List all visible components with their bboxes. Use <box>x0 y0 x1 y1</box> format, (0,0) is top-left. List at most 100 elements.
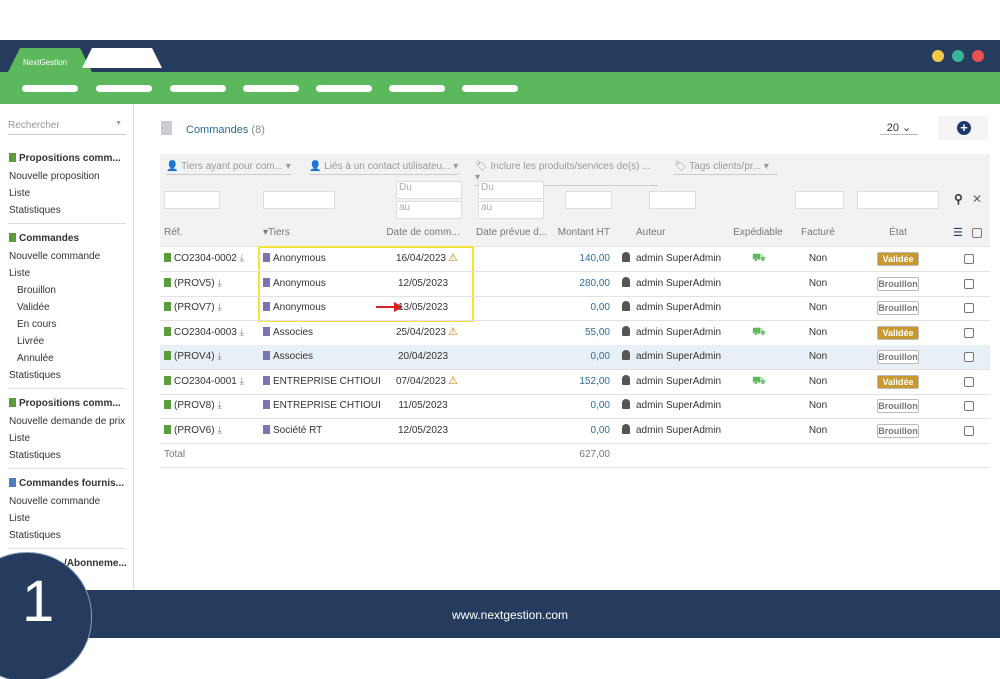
ref[interactable]: CO2304-0002 ⤓ <box>164 253 244 264</box>
filter-input[interactable] <box>164 191 220 209</box>
author[interactable]: admin SuperAdmin <box>636 277 722 289</box>
link[interactable]: Liste <box>9 513 31 524</box>
checkbox[interactable] <box>964 254 974 264</box>
link[interactable]: Livrée <box>17 336 45 347</box>
column-header[interactable]: Date prévue d... <box>476 227 548 238</box>
ref-text[interactable]: (PROV7) <box>174 302 215 313</box>
tiers[interactable]: ENTREPRISE CHTIOUI <box>263 375 381 387</box>
tiers-text[interactable]: Société RT <box>273 424 323 436</box>
tiers-text[interactable]: Associes <box>273 326 314 338</box>
ref-text[interactable]: (PROV8) <box>174 400 215 411</box>
link[interactable]: Statistiques <box>9 530 61 541</box>
ref-text[interactable]: (PROV5) <box>174 277 215 289</box>
date-input[interactable]: Du <box>478 181 544 199</box>
menu-item[interactable] <box>22 85 78 92</box>
tiers[interactable]: ENTREPRISE CHTIOUI <box>263 400 381 411</box>
author[interactable]: admin SuperAdmin <box>636 302 722 313</box>
checkbox[interactable] <box>964 425 974 436</box>
tiers-text[interactable]: Anonymous <box>273 253 326 264</box>
link[interactable]: Brouillon <box>17 285 56 296</box>
ref-text[interactable]: (PROV6) <box>174 424 215 436</box>
link[interactable]: Liste <box>9 268 31 279</box>
author[interactable]: admin SuperAdmin <box>636 424 722 436</box>
author[interactable]: admin SuperAdmin <box>636 253 722 264</box>
filter-select[interactable]: 🏷 Inclure les produits/services de(s) ..… <box>475 161 658 186</box>
link[interactable]: Statistiques <box>9 370 61 381</box>
menu-item[interactable] <box>389 85 445 92</box>
section-title[interactable]: Commandes <box>9 233 79 244</box>
column-header[interactable]: Facturé <box>801 227 835 238</box>
date-input[interactable]: Du <box>396 181 462 199</box>
ref[interactable]: CO2304-0001 ⤓ <box>164 375 244 387</box>
section-title[interactable]: Commandes fournis... <box>9 478 124 489</box>
tiers-text[interactable]: ENTREPRISE CHTIOUI <box>273 375 381 387</box>
filter-input[interactable] <box>649 191 696 209</box>
link[interactable]: Nouvelle demande de prix <box>9 416 126 427</box>
search[interactable]: Rechercher ▼ <box>8 120 126 135</box>
author[interactable]: admin SuperAdmin <box>636 400 722 411</box>
ref-text[interactable]: CO2304-0002 <box>174 253 237 264</box>
author[interactable]: admin SuperAdmin <box>636 326 722 338</box>
column-header[interactable]: ▾Tiers <box>263 227 290 238</box>
clear-button[interactable]: ✕ <box>972 192 983 206</box>
link[interactable]: Nouvelle proposition <box>9 171 100 182</box>
per-page[interactable]: 20 ⌄ <box>880 121 918 135</box>
checkbox[interactable] <box>972 228 982 238</box>
tiers[interactable]: Anonymous <box>263 277 326 289</box>
add-button[interactable]: + <box>938 116 988 140</box>
author[interactable]: admin SuperAdmin <box>636 351 722 362</box>
checkbox[interactable] <box>964 303 974 313</box>
column-header[interactable]: Réf. <box>164 227 183 238</box>
menu-item[interactable] <box>462 85 518 92</box>
filter-select[interactable] <box>857 191 939 209</box>
link[interactable]: Liste <box>9 188 31 199</box>
link[interactable]: Annulée <box>17 353 54 364</box>
date-input[interactable]: au <box>396 201 462 219</box>
link[interactable]: En cours <box>17 319 57 330</box>
filter-select[interactable]: 👤 Liés à un contact utilisateu... ▾ <box>309 161 459 175</box>
tiers[interactable]: Associes <box>263 351 313 362</box>
column-header[interactable]: Montant HT <box>557 227 610 238</box>
filter-input[interactable] <box>565 191 612 209</box>
column-header[interactable]: État <box>889 227 907 238</box>
menu-item[interactable] <box>96 85 152 92</box>
ref-text[interactable]: CO2304-0003 <box>174 326 237 338</box>
ref[interactable]: (PROV6) ⤓ <box>164 424 222 436</box>
column-header[interactable]: Date de comm... <box>386 227 460 238</box>
tiers-text[interactable]: ENTREPRISE CHTIOUI <box>273 400 381 411</box>
checkbox[interactable] <box>964 278 974 289</box>
author[interactable]: admin SuperAdmin <box>636 375 722 387</box>
ref[interactable]: (PROV8) ⤓ <box>164 400 222 411</box>
list-icon[interactable]: ☰ <box>953 227 963 239</box>
search-button[interactable]: ⚲ <box>954 192 963 206</box>
tiers[interactable]: Société RT <box>263 424 323 436</box>
ref-text[interactable]: CO2304-0001 <box>174 375 237 387</box>
ref[interactable]: (PROV7) ⤓ <box>164 302 222 313</box>
link[interactable]: Statistiques <box>9 450 61 461</box>
filter-select[interactable] <box>795 191 844 209</box>
tiers-text[interactable]: Anonymous <box>273 277 326 289</box>
menu-item[interactable] <box>316 85 372 92</box>
link[interactable]: Statistiques <box>9 205 61 216</box>
tiers[interactable]: Anonymous <box>263 302 326 313</box>
tiers-text[interactable]: Anonymous <box>273 302 326 313</box>
ref-text[interactable]: (PROV4) <box>174 351 215 362</box>
date-input[interactable]: au <box>478 201 544 219</box>
checkbox[interactable] <box>964 352 974 362</box>
column-header[interactable]: Auteur <box>636 227 666 238</box>
tiers[interactable]: Associes <box>263 326 314 338</box>
section-title[interactable]: Propositions comm... <box>9 153 121 164</box>
link[interactable]: Nouvelle commande <box>9 251 101 262</box>
tiers[interactable]: Anonymous <box>263 253 326 264</box>
checkbox[interactable] <box>964 376 974 387</box>
column-header[interactable]: Expédiable <box>733 227 783 238</box>
filter-input[interactable] <box>263 191 335 209</box>
filter-select[interactable]: 👤 Tiers ayant pour com... ▾ <box>166 161 292 175</box>
menu-item[interactable] <box>243 85 299 92</box>
ref[interactable]: (PROV4) ⤓ <box>164 351 222 362</box>
section-title[interactable]: /Abonneme... <box>64 558 127 569</box>
ref[interactable]: CO2304-0003 ⤓ <box>164 326 244 338</box>
checkbox[interactable] <box>964 327 974 338</box>
filter-select[interactable]: 🏷 Tags clients/pr... ▾ <box>674 161 778 175</box>
section-title[interactable]: Propositions comm... <box>9 398 121 409</box>
